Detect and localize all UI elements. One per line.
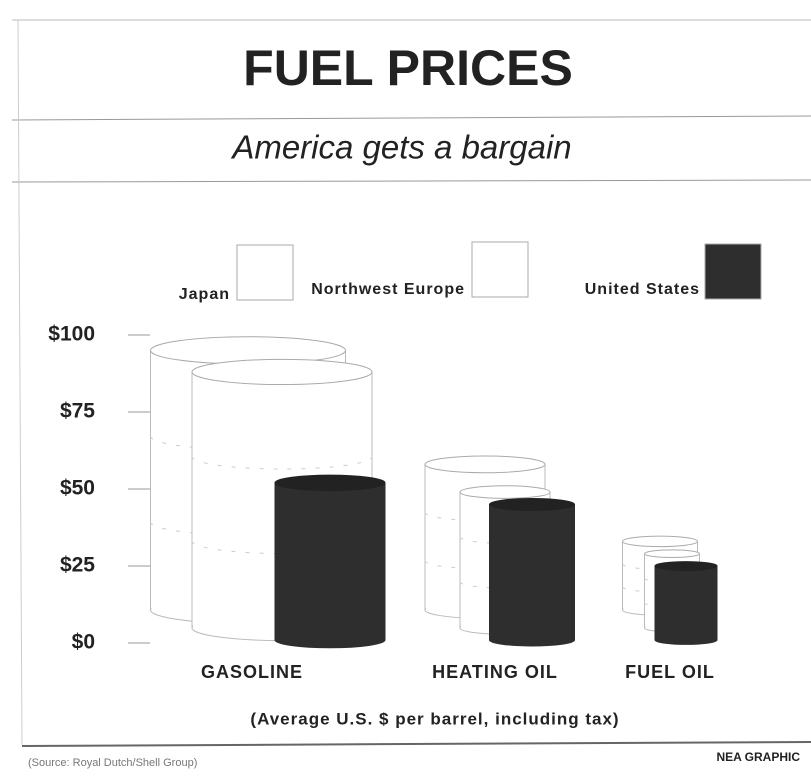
chart-subtitle: America gets a bargain (230, 129, 571, 166)
legend-swatch (237, 245, 293, 300)
y-tick-label: $0 (72, 631, 95, 654)
barrel-top (460, 486, 550, 499)
axis-note: (Average U.S. $ per barrel, including ta… (250, 709, 619, 728)
source: (Source: Royal Dutch/Shell Group) (28, 757, 197, 769)
barrel-mask (656, 566, 716, 640)
credit: NEA GRAPHIC (716, 750, 800, 764)
legend-label: Northwest Europe (311, 281, 465, 298)
barrel-top (490, 498, 575, 510)
x-tick-label: HEATING OIL (432, 662, 558, 682)
y-tick-label: $25 (60, 554, 95, 577)
chart-title: FUEL PRICES (243, 40, 573, 96)
barrel-top (623, 536, 698, 547)
y-tick-label: $75 (60, 400, 95, 423)
barrel-mask (491, 504, 574, 640)
legend-swatch (705, 244, 761, 299)
barrel (275, 475, 385, 648)
chart: FUEL PRICES America gets a bargain (Aver… (0, 0, 811, 776)
legend-swatch (472, 242, 528, 297)
x-tick-label: FUEL OIL (625, 662, 715, 682)
barrel-top (275, 475, 385, 490)
barrel-mask (276, 483, 384, 640)
y-tick-label: $50 (60, 477, 95, 500)
barrel-top (655, 562, 717, 571)
y-tick-label: $100 (48, 323, 95, 346)
legend-label: United States (585, 281, 700, 298)
x-tick-label: GASOLINE (201, 662, 303, 682)
barrel-top (645, 550, 700, 558)
barrel-top (425, 456, 545, 473)
barrel (490, 498, 575, 646)
legend-label: Japan (179, 286, 230, 303)
barrel (655, 562, 717, 645)
barrel-top (192, 359, 372, 384)
